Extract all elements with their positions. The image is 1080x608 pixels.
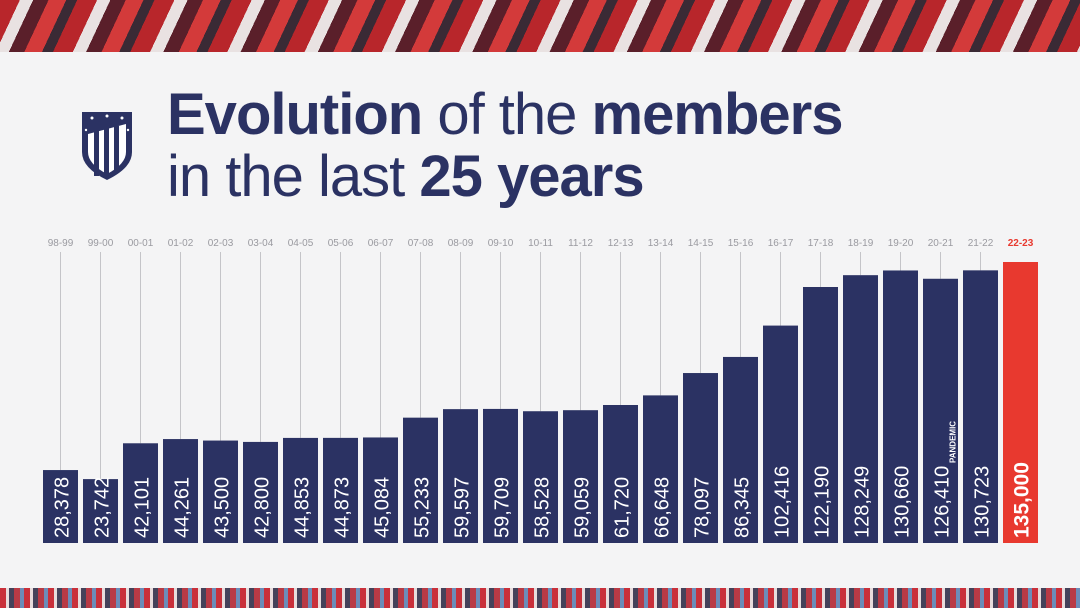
- value-label: 122,190: [812, 466, 834, 538]
- category-label: 16-17: [768, 238, 794, 249]
- bar-21-22: [963, 270, 998, 543]
- category-label: 18-19: [848, 238, 874, 249]
- value-label: 102,416: [772, 466, 794, 538]
- value-label: 44,853: [292, 477, 314, 538]
- category-label: 06-07: [368, 238, 394, 249]
- title-in-the-last: in the last: [167, 144, 420, 209]
- category-label: 04-05: [288, 238, 314, 249]
- value-label: 86,345: [732, 477, 754, 538]
- title-25-years: 25 years: [419, 144, 644, 209]
- stadium-photo-bottom: [0, 588, 1080, 608]
- bar-98-99: [43, 470, 78, 543]
- bar-04-05: [283, 437, 318, 543]
- category-label: 08-09: [448, 238, 474, 249]
- value-label: 44,261: [172, 477, 194, 538]
- bar-00-01: [123, 443, 158, 543]
- category-label: 17-18: [808, 238, 834, 249]
- value-label: 130,660: [892, 466, 914, 538]
- category-label: 20-21: [928, 238, 954, 249]
- category-label: 98-99: [48, 238, 74, 249]
- page-title: Evolution of the members in the last 25 …: [167, 82, 844, 209]
- value-label: 28,378: [52, 477, 74, 538]
- category-label: 07-08: [408, 238, 434, 249]
- value-label: 43,500: [212, 477, 234, 538]
- value-label: 42,800: [252, 477, 274, 538]
- category-label: 10-11: [528, 238, 553, 249]
- category-label: 15-16: [728, 238, 754, 249]
- value-label: 45,084: [372, 477, 394, 538]
- category-label: 02-03: [208, 238, 234, 249]
- bar-18-19: [843, 275, 878, 543]
- category-label: 12-13: [608, 238, 634, 249]
- bar-01-02: [163, 439, 198, 543]
- value-label: 59,059: [572, 477, 594, 538]
- category-label: 09-10: [488, 238, 514, 249]
- bar-11-12: [563, 410, 598, 543]
- title-members: members: [591, 82, 844, 147]
- value-label: 58,528: [532, 477, 554, 538]
- value-label: 55,233: [412, 477, 434, 538]
- category-label: 14-15: [688, 238, 714, 249]
- category-label: 99-00: [88, 238, 114, 249]
- category-label: 11-12: [568, 238, 593, 249]
- value-label: 135,000: [1011, 462, 1034, 538]
- bar-99-00: [83, 479, 118, 543]
- value-label: 128,249: [852, 466, 874, 538]
- bar-07-08: [403, 417, 438, 543]
- value-label: 42,101: [132, 477, 154, 538]
- value-label: 44,873: [332, 477, 354, 538]
- bar-10-11: [523, 411, 558, 543]
- category-label: 01-02: [168, 238, 194, 249]
- bar-22-23: [1003, 262, 1038, 543]
- category-label: 05-06: [328, 238, 354, 249]
- value-label: 23,742: [92, 477, 114, 538]
- bar-20-21: [923, 278, 958, 543]
- pandemic-annotation: PANDEMIC: [949, 421, 958, 463]
- category-label: 13-14: [648, 238, 674, 249]
- bar-03-04: [243, 441, 278, 543]
- bar-14-15: [683, 373, 718, 543]
- title-evolution: Evolution: [167, 82, 423, 147]
- title-of-the: of the: [422, 82, 592, 147]
- bar-09-10: [483, 408, 518, 543]
- club-crest-logo: [82, 112, 132, 180]
- value-label: 78,097: [692, 477, 714, 538]
- category-label: 00-01: [128, 238, 154, 249]
- category-label: 19-20: [888, 238, 914, 249]
- category-label: 22-23: [1008, 238, 1034, 249]
- category-label: 21-22: [968, 238, 994, 249]
- bar-17-18: [803, 286, 838, 543]
- bar-12-13: [603, 404, 638, 543]
- bar-16-17: [763, 325, 798, 543]
- value-label: 61,720: [612, 477, 634, 538]
- value-label: 66,648: [652, 477, 674, 538]
- bar-15-16: [723, 356, 758, 543]
- category-label: 03-04: [248, 238, 274, 249]
- value-label: 126,410: [932, 466, 954, 538]
- value-label: 130,723: [972, 466, 994, 538]
- value-label: 59,597: [452, 477, 474, 538]
- bar-13-14: [643, 395, 678, 543]
- bar-06-07: [363, 437, 398, 543]
- bar-05-06: [323, 437, 358, 543]
- bar-19-20: [883, 270, 918, 543]
- bar-02-03: [203, 440, 238, 543]
- value-label: 59,709: [492, 477, 514, 538]
- bar-08-09: [443, 409, 478, 543]
- stadium-photo-top: [0, 0, 1080, 52]
